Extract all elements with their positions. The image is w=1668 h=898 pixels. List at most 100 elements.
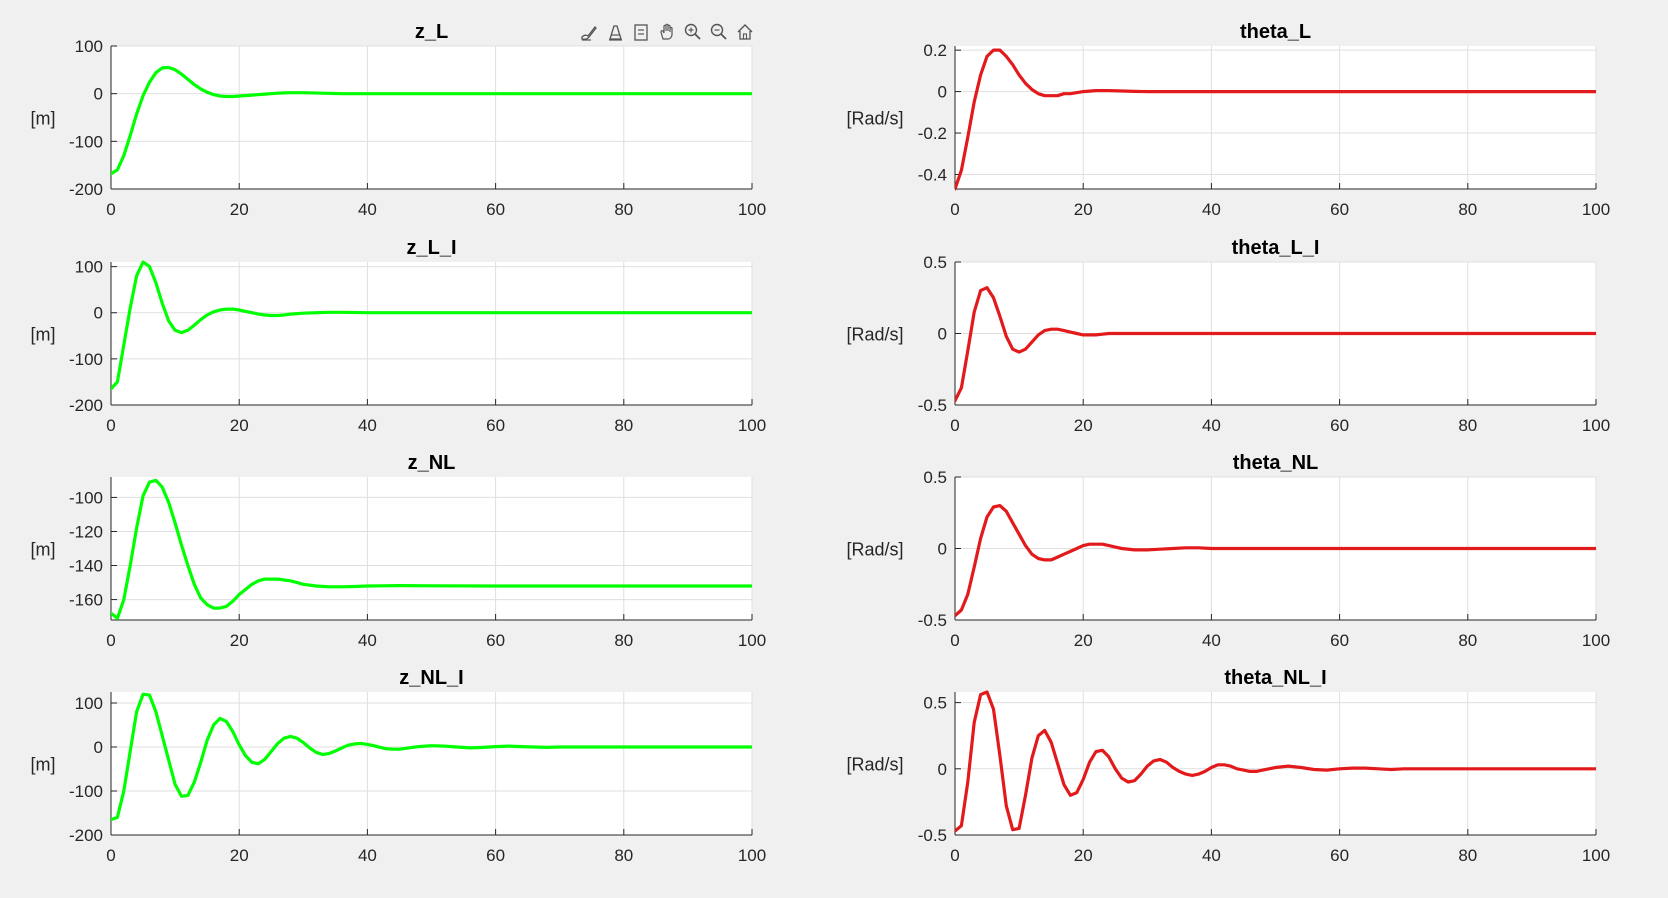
series-line-theta-nl-i [955, 690, 1596, 833]
y-axis-label: [Rad/s] [846, 755, 903, 775]
y-tick-label: -100 [69, 350, 103, 369]
y-tick-label: -0.5 [918, 611, 947, 630]
y-axis-label: [Rad/s] [846, 325, 903, 345]
x-tick-label: 40 [358, 200, 377, 219]
x-tick-label: 20 [230, 846, 249, 865]
chart-title: z_NL_I [399, 667, 463, 689]
x-tick-label: 100 [1582, 846, 1610, 865]
y-tick-label: 0 [94, 85, 103, 104]
chart-title: theta_L [1240, 21, 1311, 43]
x-tick-label: 20 [230, 631, 249, 650]
y-tick-label: 0 [938, 540, 947, 559]
x-tick-label: 100 [1582, 631, 1610, 650]
x-tick-label: 20 [1074, 846, 1093, 865]
x-tick-label: 0 [950, 200, 959, 219]
x-tick-label: 100 [738, 200, 766, 219]
y-axis-label: [Rad/s] [846, 540, 903, 560]
zoom-out-icon[interactable] [708, 20, 730, 44]
y-axis-label: [m] [31, 325, 56, 345]
x-tick-label: 60 [486, 200, 505, 219]
chart-title: z_L [415, 21, 448, 43]
y-tick-label: -0.2 [918, 124, 947, 143]
series-line-z-l-i [111, 260, 752, 391]
zoom-in-icon[interactable] [682, 20, 704, 44]
axes-z-nl-i: 0 20 40 60 80 100 100 0 -100 -200 z_NL_I [m] [31, 667, 767, 865]
y-tick-label: 0 [938, 83, 947, 102]
x-tick-label: 40 [358, 416, 377, 435]
y-axis-label: [Rad/s] [846, 109, 903, 129]
plot-area [111, 262, 752, 405]
x-tick-label: 60 [486, 416, 505, 435]
y-tick-label: 0 [94, 738, 103, 757]
x-tick-label: 0 [106, 416, 115, 435]
pan-icon[interactable] [656, 20, 678, 44]
x-tick-label: 80 [1458, 846, 1477, 865]
y-tick-label: -120 [69, 522, 103, 541]
x-tick-label: 20 [230, 416, 249, 435]
plot-area [955, 46, 1596, 189]
x-tick-label: 0 [950, 416, 959, 435]
home-icon[interactable] [734, 20, 756, 44]
y-tick-label: 0.5 [923, 694, 947, 713]
y-tick-label: -200 [69, 180, 103, 199]
plot-area [111, 477, 752, 620]
y-tick-label: -0.5 [918, 396, 947, 415]
x-tick-label: 60 [1330, 416, 1349, 435]
x-tick-label: 20 [1074, 631, 1093, 650]
x-tick-label: 40 [1202, 846, 1221, 865]
series-line-z-l [111, 65, 752, 176]
axes-z-l: 0 20 40 60 80 100 100 0 -100 -200 z_L [m] [31, 21, 767, 219]
x-tick-label: 20 [1074, 200, 1093, 219]
series-line-theta-nl [955, 504, 1596, 618]
y-tick-label: -0.4 [918, 165, 947, 184]
restore-icon[interactable] [630, 20, 652, 44]
y-tick-label: -0.5 [918, 826, 947, 845]
x-tick-label: 100 [738, 416, 766, 435]
axes-z-nl: 0 20 40 60 80 100 -100 -120 -140 -160 z_NL [m] [31, 452, 767, 650]
plot-area [111, 692, 752, 835]
series-line-theta-l-i [955, 286, 1596, 403]
x-tick-label: 80 [1458, 416, 1477, 435]
brush-icon[interactable] [578, 20, 600, 44]
x-tick-label: 40 [358, 846, 377, 865]
x-tick-label: 0 [950, 631, 959, 650]
chart-title: theta_NL_I [1224, 667, 1326, 689]
x-tick-label: 40 [1202, 416, 1221, 435]
y-tick-label: 100 [75, 37, 103, 56]
y-tick-label: -100 [69, 782, 103, 801]
x-tick-label: 60 [1330, 631, 1349, 650]
series-line-theta-l [955, 48, 1596, 191]
chart-title: z_L_I [406, 237, 456, 259]
x-tick-label: 80 [614, 200, 633, 219]
x-tick-label: 100 [1582, 200, 1610, 219]
y-tick-label: 100 [75, 694, 103, 713]
y-tick-label: -100 [69, 132, 103, 151]
y-tick-label: -200 [69, 826, 103, 845]
x-tick-label: 0 [106, 200, 115, 219]
x-tick-label: 80 [614, 631, 633, 650]
y-axis-label: [m] [31, 755, 56, 775]
y-tick-label: 100 [75, 258, 103, 277]
plot-area [111, 46, 752, 189]
y-tick-label: 0.5 [923, 253, 947, 272]
x-tick-label: 0 [106, 846, 115, 865]
x-tick-label: 100 [1582, 416, 1610, 435]
y-tick-label: 0.5 [923, 468, 947, 487]
x-tick-label: 100 [738, 846, 766, 865]
y-tick-label: 0 [938, 325, 947, 344]
plot-area [955, 692, 1596, 835]
y-tick-label: -160 [69, 591, 103, 610]
x-tick-label: 60 [1330, 846, 1349, 865]
data-tips-icon[interactable] [604, 20, 626, 44]
axes-toolbar [578, 19, 756, 45]
chart-title: theta_NL [1233, 452, 1319, 474]
y-axis-label: [m] [31, 109, 56, 129]
y-tick-label: -200 [69, 396, 103, 415]
x-tick-label: 80 [1458, 200, 1477, 219]
axes-z-l-i: 0 20 40 60 80 100 100 0 -100 -200 z_L_I [m] [31, 237, 767, 435]
x-tick-label: 80 [614, 416, 633, 435]
